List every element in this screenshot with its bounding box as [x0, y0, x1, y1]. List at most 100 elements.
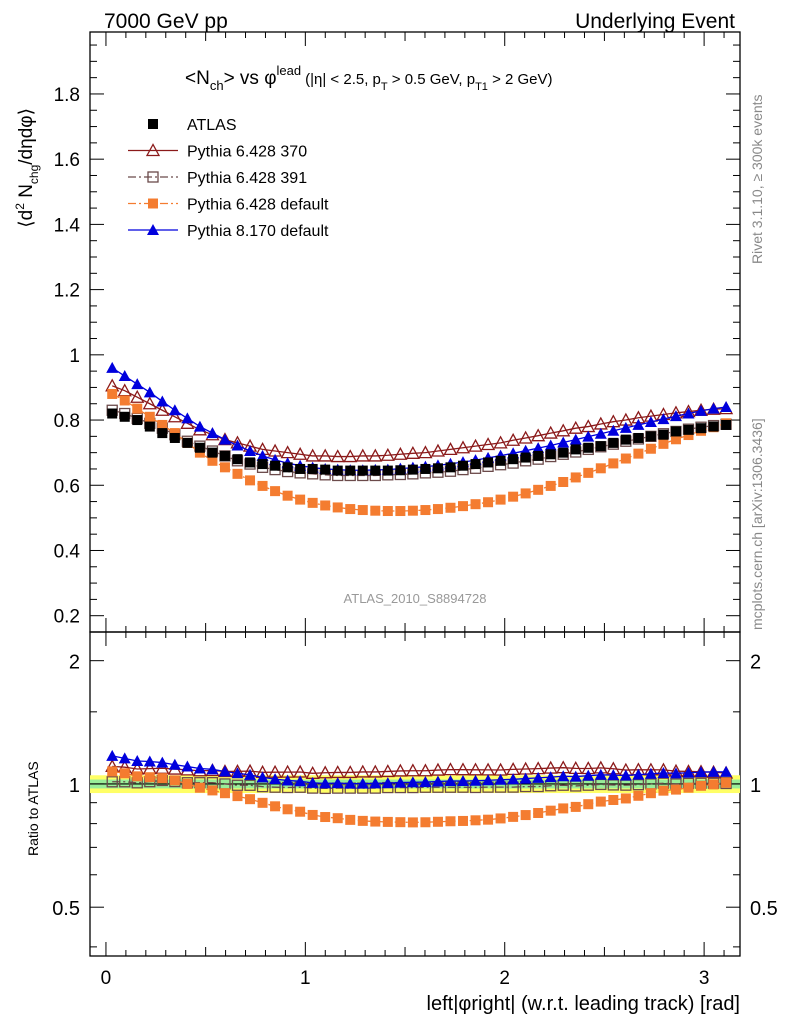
- legend-marker: [148, 119, 158, 129]
- data-point: [106, 361, 119, 373]
- ratio-data-point: [494, 773, 507, 785]
- data-point: [569, 433, 582, 445]
- data-point: [508, 491, 519, 502]
- data-point: [107, 408, 118, 419]
- data-point: [144, 421, 155, 432]
- data-point: [620, 434, 631, 445]
- ratio-data-point: [632, 779, 645, 791]
- data-point: [506, 432, 521, 446]
- ratio-data-point: [207, 785, 218, 796]
- ratio-data-point: [720, 765, 733, 777]
- data-point: [330, 449, 345, 463]
- ratio-data-point: [430, 762, 446, 776]
- data-point: [658, 429, 669, 440]
- data-point: [543, 425, 558, 439]
- data-point: [533, 450, 544, 461]
- ratio-data-point: [721, 777, 732, 788]
- legend: ATLAS Pythia 6.428 370 Pythia 6.428 391 Pyt…: [128, 117, 329, 240]
- data-point: [493, 435, 508, 449]
- ratio-data-point: [257, 797, 268, 808]
- data-point: [568, 420, 583, 434]
- ratio-data-point: [144, 772, 155, 783]
- data-point: [357, 465, 368, 476]
- ratio-data-point: [508, 811, 519, 822]
- ratio-data-point: [331, 777, 344, 789]
- data-point: [695, 404, 708, 416]
- legend-label: Pythia 6.428 default: [187, 197, 329, 214]
- data-point: [282, 462, 293, 473]
- ratio-data-point: [594, 768, 607, 780]
- ratio-data-point: [182, 778, 193, 789]
- ratio-data-point: [131, 755, 144, 767]
- legend-marker: [148, 198, 158, 209]
- data-point: [332, 465, 343, 476]
- data-point: [142, 396, 157, 410]
- ratio-data-point: [696, 780, 707, 791]
- ratio-data-point: [143, 755, 156, 767]
- ratio-data-point: [332, 813, 343, 824]
- data-point: [407, 505, 418, 516]
- ratio-data-point: [445, 816, 456, 827]
- x-tick-label: 1: [300, 968, 311, 989]
- ratio-data-point: [245, 794, 256, 805]
- data-point: [619, 421, 632, 433]
- ratio-data-point: [707, 765, 720, 777]
- ratio-series-pythia-8-170-default: [106, 749, 733, 789]
- data-point: [206, 427, 219, 439]
- ratio-data-point: [168, 758, 181, 770]
- y-tick-label: 1: [69, 346, 80, 367]
- ratio-data-point: [380, 764, 395, 778]
- ratio-data-point: [407, 817, 418, 828]
- data-point: [645, 443, 656, 454]
- data-point: [157, 428, 168, 439]
- y-tick-label: 0.6: [54, 476, 80, 497]
- ratio-data-point: [231, 779, 244, 791]
- ratio-data-layer: [90, 749, 740, 828]
- ratio-data-point: [455, 762, 471, 776]
- ratio-data-point: [418, 763, 433, 777]
- data-point: [232, 468, 243, 479]
- ratio-data-point: [231, 767, 244, 779]
- data-point: [470, 459, 481, 470]
- x-tick-label: 2: [499, 968, 510, 989]
- data-point: [257, 480, 268, 491]
- data-point: [131, 378, 144, 390]
- data-point: [332, 502, 343, 513]
- ratio-data-point: [682, 766, 695, 778]
- data-point: [483, 457, 494, 468]
- data-point: [633, 448, 644, 459]
- data-point: [370, 505, 381, 516]
- data-point: [632, 418, 645, 430]
- ratio-data-point: [119, 768, 130, 779]
- ratio-data-point: [345, 814, 356, 825]
- ratio-data-point: [683, 782, 694, 793]
- legend-label: Pythia 8.170 default: [187, 223, 329, 240]
- ratio-data-point: [419, 776, 432, 788]
- data-point: [480, 437, 496, 451]
- ratio-data-point: [569, 770, 582, 782]
- ratio-y-tick-label-right: 1: [750, 775, 761, 797]
- data-point: [420, 505, 431, 516]
- series-atlas: [107, 408, 732, 476]
- x-tick-label: 0: [101, 968, 112, 989]
- ratio-data-point: [118, 752, 131, 764]
- data-point: [343, 449, 358, 463]
- ratio-data-point: [395, 817, 406, 828]
- ratio-data-point: [457, 815, 468, 826]
- data-point: [483, 497, 494, 508]
- data-point: [520, 452, 531, 463]
- ratio-data-point: [443, 762, 458, 776]
- data-point: [207, 455, 218, 466]
- ratio-data-point: [533, 807, 544, 818]
- tick-labels: 0 1 2 3 0.2 0.4 0.6 0.8 1 1.2 1.4 1.6 1.8 0.5 0.5 1 1 2 2: [52, 85, 778, 989]
- data-point: [570, 444, 581, 455]
- ratio-data-point: [582, 769, 595, 781]
- ratio-data-point: [218, 765, 231, 777]
- data-point: [682, 407, 695, 419]
- ratio-data-point: [193, 762, 206, 774]
- y-tick-label: 0.4: [54, 541, 81, 562]
- ratio-data-point: [294, 775, 307, 787]
- data-point: [395, 506, 406, 517]
- data-point: [132, 415, 143, 426]
- data-point: [256, 449, 269, 461]
